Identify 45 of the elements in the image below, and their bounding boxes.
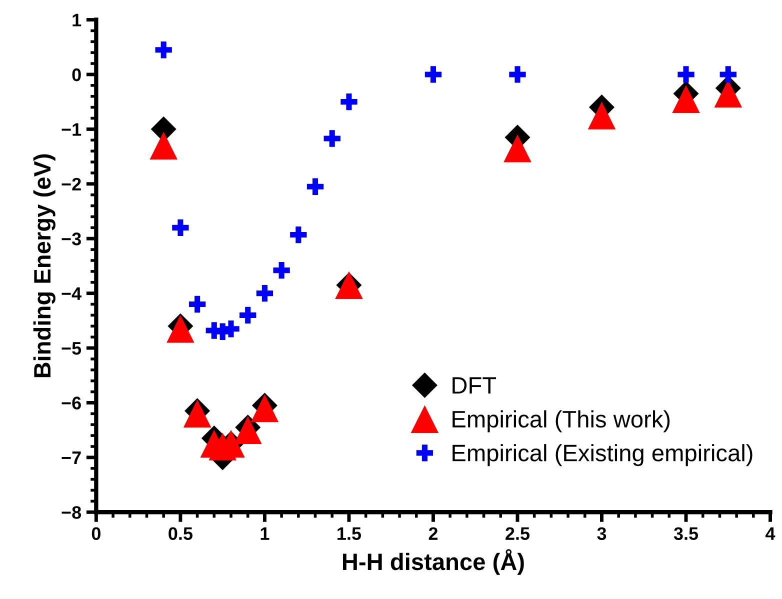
point [166, 314, 194, 343]
x-tick-label: 2.5 [506, 527, 530, 540]
point [324, 130, 340, 147]
point [306, 178, 324, 195]
point [678, 66, 694, 83]
legend-label: DFT [452, 377, 496, 394]
y-tick-label: −7 [62, 452, 81, 464]
point [256, 284, 274, 302]
x-tick-label: 3.5 [674, 527, 698, 540]
y-tick-label: −2 [62, 178, 81, 190]
point [720, 66, 736, 83]
point [340, 93, 358, 110]
y-axis-title: Binding Energy (eV) [33, 154, 56, 378]
point [588, 102, 616, 130]
x-tick-label: 3 [597, 527, 606, 540]
legend-label: Empirical (This work) [452, 410, 670, 432]
point [273, 262, 290, 279]
point [424, 66, 442, 83]
y-tick-label: −1 [62, 123, 82, 136]
point [509, 66, 526, 83]
point [183, 400, 212, 428]
x-tick-label: 1.5 [338, 527, 362, 540]
y-tick-label: −3 [62, 232, 81, 246]
x-tick-label: 0.5 [168, 527, 192, 540]
point [150, 132, 178, 160]
x-tick-label: 4 [766, 527, 776, 540]
y-tick-label: −5 [62, 342, 82, 355]
point [504, 134, 532, 162]
point [290, 226, 307, 244]
y-tick-label: −6 [62, 396, 81, 410]
y-tick-label: −8 [62, 506, 82, 519]
y-tick-label: −4 [62, 287, 82, 300]
x-axis-title: H-H distance (Å) [342, 549, 524, 575]
y-tick-label: 1 [72, 14, 82, 26]
x-tick-label: 2 [428, 527, 438, 540]
x-tick-label: 0 [92, 527, 100, 540]
point [672, 85, 700, 113]
legend-label: Empirical (Existing empirical) [452, 444, 752, 466]
point [172, 219, 189, 236]
point [240, 306, 256, 324]
x-tick-label: 1 [260, 527, 270, 540]
point [155, 42, 172, 58]
point [188, 296, 206, 313]
y-tick-label: 0 [72, 68, 81, 82]
point [250, 394, 279, 422]
